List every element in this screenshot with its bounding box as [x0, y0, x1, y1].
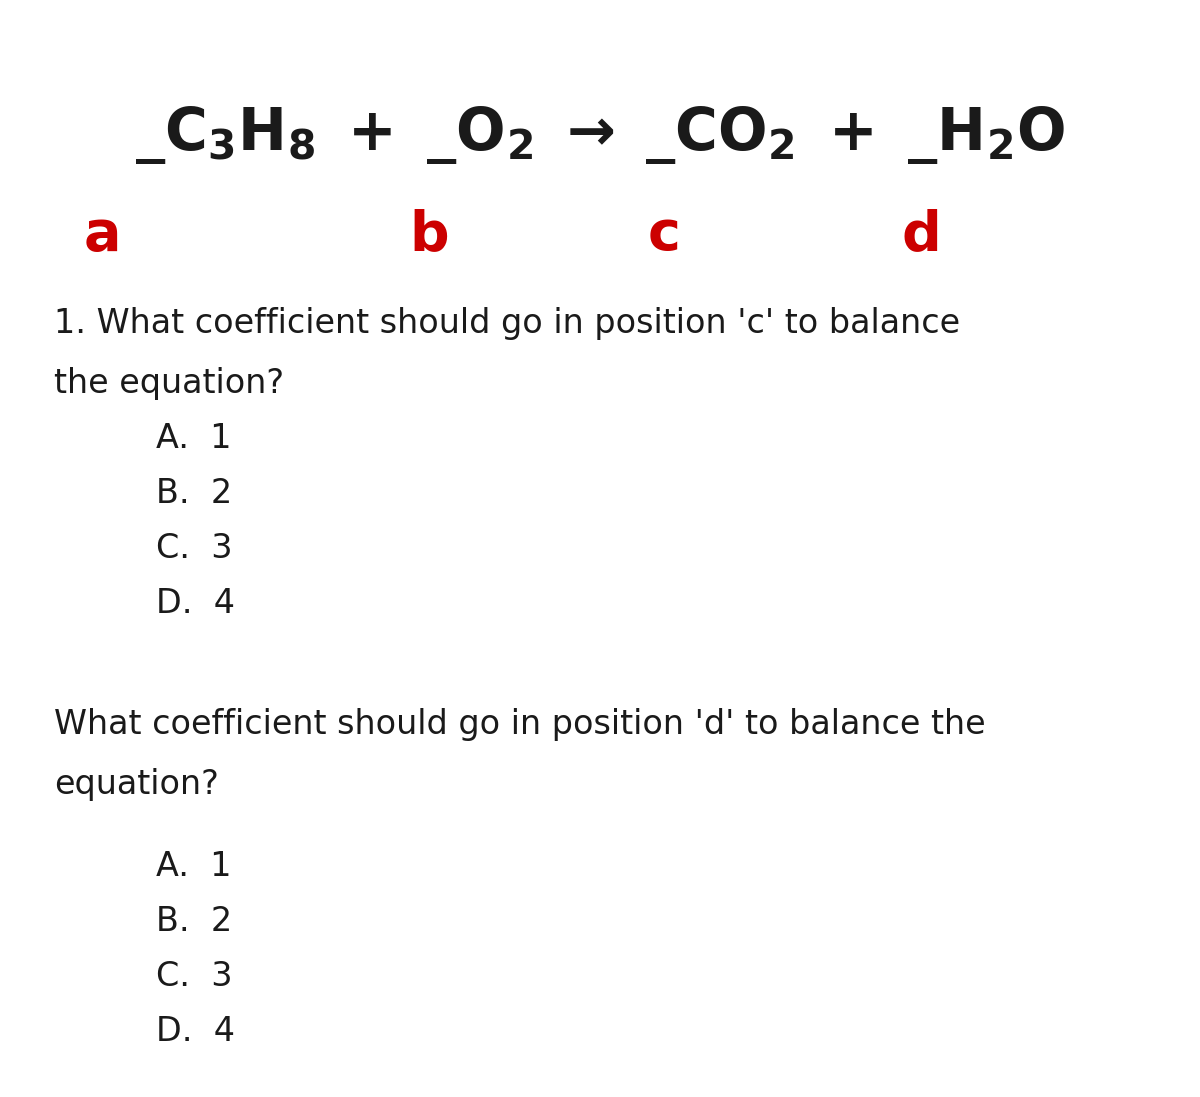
- Text: B.  2: B. 2: [156, 905, 233, 938]
- Text: D.  4: D. 4: [156, 587, 235, 620]
- Text: equation?: equation?: [54, 768, 218, 801]
- Text: B.  2: B. 2: [156, 477, 233, 510]
- Text: a: a: [83, 208, 121, 262]
- Text: C.  3: C. 3: [156, 532, 233, 565]
- Text: d: d: [901, 208, 942, 262]
- Text: A.  1: A. 1: [156, 422, 232, 455]
- Text: b: b: [409, 208, 450, 262]
- Text: D.  4: D. 4: [156, 1015, 235, 1048]
- Text: 1. What coefficient should go in position 'c' to balance: 1. What coefficient should go in positio…: [54, 307, 960, 340]
- Text: the equation?: the equation?: [54, 367, 284, 400]
- Text: A.  1: A. 1: [156, 850, 232, 883]
- Text: c: c: [647, 208, 680, 262]
- Text: $\mathbf{\_C_{3}H_{8}\ +\ \_O_{2}\ \rightarrow\ \_CO_{2}\ +\ \_H_{2}O}$: $\mathbf{\_C_{3}H_{8}\ +\ \_O_{2}\ \righ…: [136, 104, 1064, 167]
- Text: What coefficient should go in position 'd' to balance the: What coefficient should go in position '…: [54, 708, 985, 740]
- Text: C.  3: C. 3: [156, 960, 233, 993]
